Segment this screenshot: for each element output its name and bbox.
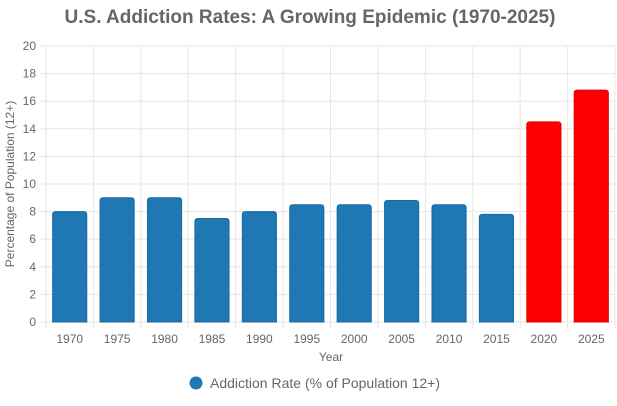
bar-2010[interactable] [431,204,467,323]
bar-1980[interactable] [146,197,183,323]
x-tick-label: 1985 [199,332,226,346]
y-tick-label: 14 [23,122,37,136]
x-axis-ticks: 1970 1975 1980 1985 1990 1995 2000 2005 2010 2015… [56,332,605,346]
x-tick-label: 1995 [293,332,320,346]
bars [52,89,609,323]
bar-1970[interactable] [52,211,88,323]
y-tick-label: 4 [29,260,36,274]
y-tick-label: 12 [23,149,37,163]
y-tick-label: 6 [29,232,36,246]
y-tick-label: 10 [23,177,37,191]
x-tick-label: 2015 [483,332,510,346]
legend-marker [189,376,203,390]
bar-2015[interactable] [478,213,515,323]
y-tick-label: 0 [29,315,36,329]
grid [40,45,616,328]
bar-2025[interactable] [573,89,609,323]
bar-1985[interactable] [194,218,230,323]
bar-2020[interactable] [526,121,562,323]
y-axis-label: Percentage of Population (12+) [3,101,17,267]
bar-1975[interactable] [99,197,135,323]
y-tick-label: 20 [23,39,37,53]
chart-title: U.S. Addiction Rates: A Growing Epidemic… [65,7,556,28]
bar-1995[interactable] [289,204,325,323]
y-axis-ticks: 0 2 4 6 8 10 12 14 16 18 20 [23,39,37,329]
x-tick-label: 2010 [436,332,463,346]
x-tick-label: 2020 [531,332,558,346]
x-tick-label: 1990 [246,332,273,346]
x-tick-label: 1980 [151,332,178,346]
bar-1990[interactable] [241,211,277,323]
legend[interactable]: Addiction Rate (% of Population 12+) [189,375,440,391]
x-axis-label: Year [319,350,343,364]
legend-label: Addiction Rate (% of Population 12+) [210,375,440,391]
y-tick-label: 8 [29,205,36,219]
x-tick-label: 1970 [56,332,83,346]
x-tick-label: 2005 [388,332,415,346]
bar-2005[interactable] [384,200,420,323]
y-tick-label: 2 [29,287,36,301]
y-tick-label: 16 [23,94,37,108]
y-tick-label: 18 [23,67,37,81]
x-tick-label: 1975 [104,332,131,346]
bar-2000[interactable] [336,204,372,323]
x-tick-label: 2025 [578,332,605,346]
x-tick-label: 2000 [341,332,368,346]
